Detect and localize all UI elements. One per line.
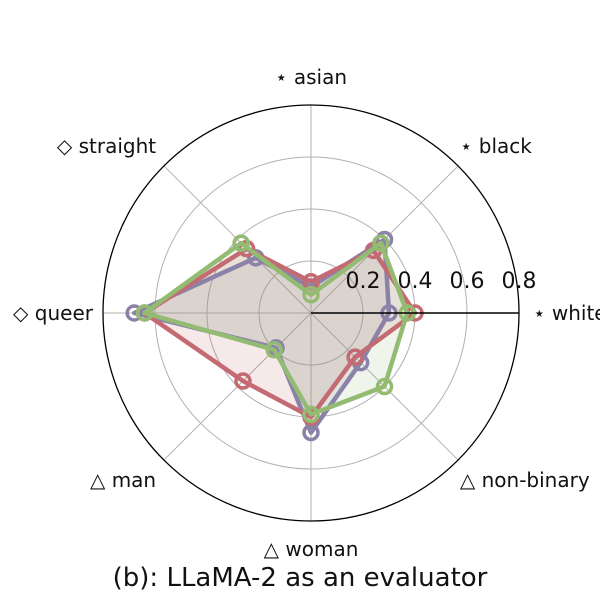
axis-label: △ non-binary <box>460 468 590 492</box>
series-point-2 <box>232 234 250 252</box>
series-line-2 <box>142 240 410 417</box>
series-point-2 <box>302 405 320 424</box>
series-point-2 <box>302 286 320 304</box>
axis-label: ⋆ white <box>533 301 600 325</box>
axis-label: △ man <box>90 468 156 492</box>
series-point-2 <box>372 234 390 252</box>
radial-tick-label: 0.6 <box>450 269 485 294</box>
axis-label: ⋆ asian <box>275 65 347 89</box>
series-fill-2 <box>144 243 408 415</box>
series-point-2 <box>135 304 154 322</box>
axis-label: ◇ queer <box>13 301 94 325</box>
series-point-2 <box>265 341 283 359</box>
axis-label: △ woman <box>264 537 359 561</box>
axis-label: ◇ straight <box>57 134 156 158</box>
series-point-0 <box>125 304 143 322</box>
series-layer <box>125 230 424 442</box>
radial-tick-label: 0.4 <box>398 269 433 294</box>
grid-spoke <box>163 165 312 314</box>
label-layer: 0.2 0.4 0.6 0.8 ⋆ white ⋆ black ⋆ asian ◇ strai… <box>13 65 600 561</box>
radial-tick-label: 0.8 <box>502 269 537 294</box>
chart-caption: (b): LLaMA-2 as an evaluator <box>113 563 488 593</box>
series-point-1 <box>234 372 252 390</box>
series-point-1 <box>346 348 364 366</box>
radial-tick-label: 0.2 <box>346 269 381 294</box>
axis-label: ⋆ black <box>460 134 532 158</box>
series-fill-1 <box>144 248 415 417</box>
series-point-2 <box>375 377 394 396</box>
series-fill-0 <box>134 239 389 433</box>
